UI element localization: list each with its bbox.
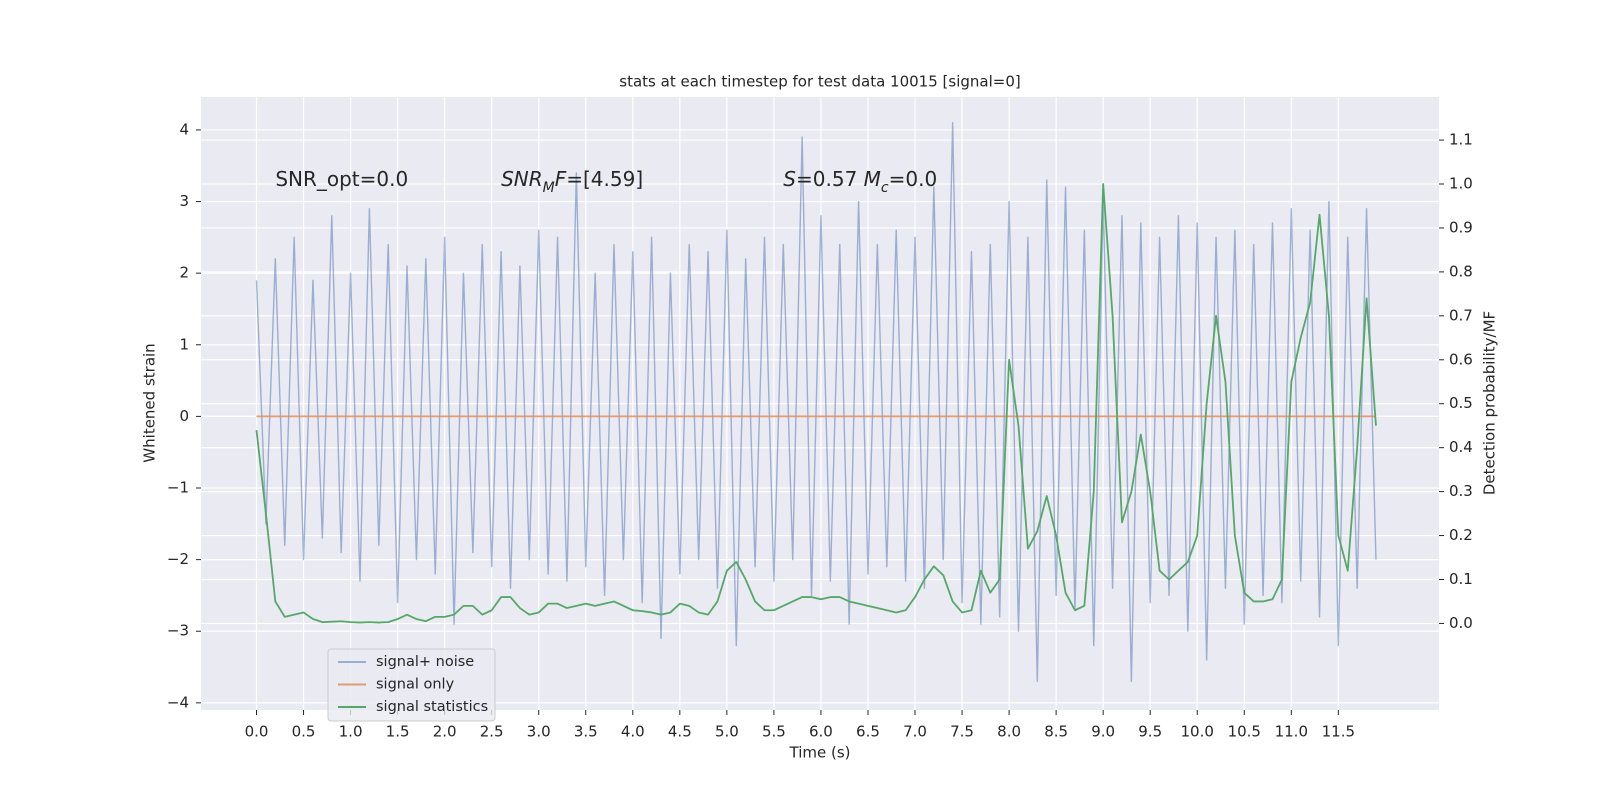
y2-tick-label: 0.9 xyxy=(1449,218,1473,236)
y2-tick-label: 1.1 xyxy=(1449,131,1473,149)
y2-tick-label: 0.1 xyxy=(1449,570,1473,588)
x-tick-label: 0.0 xyxy=(245,723,269,741)
annotation-part: c xyxy=(881,180,889,196)
x-tick-label: 1.5 xyxy=(386,723,410,741)
x-tick-label: 8.5 xyxy=(1044,723,1068,741)
chart-title: stats at each timestep for test data 100… xyxy=(619,73,1020,91)
y-tick-label: −1 xyxy=(167,479,189,497)
legend-label: signal only xyxy=(376,677,455,693)
x-tick-label: 0.5 xyxy=(292,723,316,741)
x-tick-label: 9.0 xyxy=(1091,723,1115,741)
annotation: SNRMF=[4.59] xyxy=(501,167,643,197)
y2-tick-label: 0.5 xyxy=(1449,394,1473,412)
x-tick-label: 10.5 xyxy=(1228,723,1261,741)
y2-tick-label: 0.7 xyxy=(1449,306,1473,324)
x-tick-label: 2.5 xyxy=(480,723,504,741)
y-tick-label: 3 xyxy=(179,192,189,210)
x-tick-label: 7.5 xyxy=(950,723,974,741)
x-tick-label: 2.0 xyxy=(433,723,457,741)
x-tick-label: 5.5 xyxy=(762,723,786,741)
series-line xyxy=(255,122,1377,683)
x-tick-label: 3.0 xyxy=(527,723,551,741)
x-tick-label: 6.5 xyxy=(856,723,880,741)
y-tick-label: 0 xyxy=(179,407,189,425)
legend-label: signal+ noise xyxy=(376,654,474,670)
y2-tick-label: 0.8 xyxy=(1449,262,1473,280)
y2-tick-label: 0.3 xyxy=(1449,482,1473,500)
y-tick-label: 1 xyxy=(179,335,189,353)
y2-tick-label: 0.6 xyxy=(1449,350,1473,368)
y-axis-label: Whitened strain xyxy=(141,343,159,462)
x-tick-label: 11.5 xyxy=(1322,723,1355,741)
series-line xyxy=(255,183,1377,624)
x-tick-label: 4.5 xyxy=(668,723,692,741)
annotation-part: F xyxy=(555,167,567,191)
annotation-part: M xyxy=(864,167,881,191)
y-tick-label: −3 xyxy=(167,622,189,640)
y2-tick-label: 0.4 xyxy=(1449,438,1473,456)
x-tick-label: 5.0 xyxy=(715,723,739,741)
annotation-part: =0.0 xyxy=(889,167,938,191)
y-tick-label: 2 xyxy=(179,264,189,282)
annotation-part: =0.57 xyxy=(796,167,864,191)
legend-box xyxy=(327,648,496,722)
x-tick-label: 11.0 xyxy=(1275,723,1308,741)
legend-label: signal statistics xyxy=(376,699,488,715)
annotation: S=0.57 Mc=0.0 xyxy=(783,167,937,197)
x-tick-label: 6.0 xyxy=(809,723,833,741)
x-axis-label: Time (s) xyxy=(789,744,851,762)
y2-tick-label: 0.0 xyxy=(1449,614,1473,632)
y2-tick-label: 0.2 xyxy=(1449,526,1473,544)
x-tick-label: 4.0 xyxy=(621,723,645,741)
annotation-part: S xyxy=(783,167,796,191)
y2-tick-label: 1.0 xyxy=(1449,175,1473,193)
annotation: SNR_opt=0.0 xyxy=(275,167,408,191)
y-tick-label: 4 xyxy=(179,120,189,138)
y-tick-label: −4 xyxy=(167,693,189,711)
annotation-part: M xyxy=(543,180,555,196)
y2-axis-label: Detection probability/MF xyxy=(1481,311,1499,495)
x-tick-label: 3.5 xyxy=(574,723,598,741)
annotation-part: =[4.59] xyxy=(566,167,643,191)
y-tick-label: −2 xyxy=(167,550,189,568)
x-tick-label: 1.0 xyxy=(339,723,363,741)
x-tick-label: 9.5 xyxy=(1138,723,1162,741)
annotation-part: SNR xyxy=(501,167,543,191)
x-tick-label: 10.0 xyxy=(1181,723,1214,741)
x-tick-label: 7.0 xyxy=(903,723,927,741)
x-tick-label: 8.0 xyxy=(997,723,1021,741)
annotation-part: SNR_opt=0.0 xyxy=(275,167,408,191)
